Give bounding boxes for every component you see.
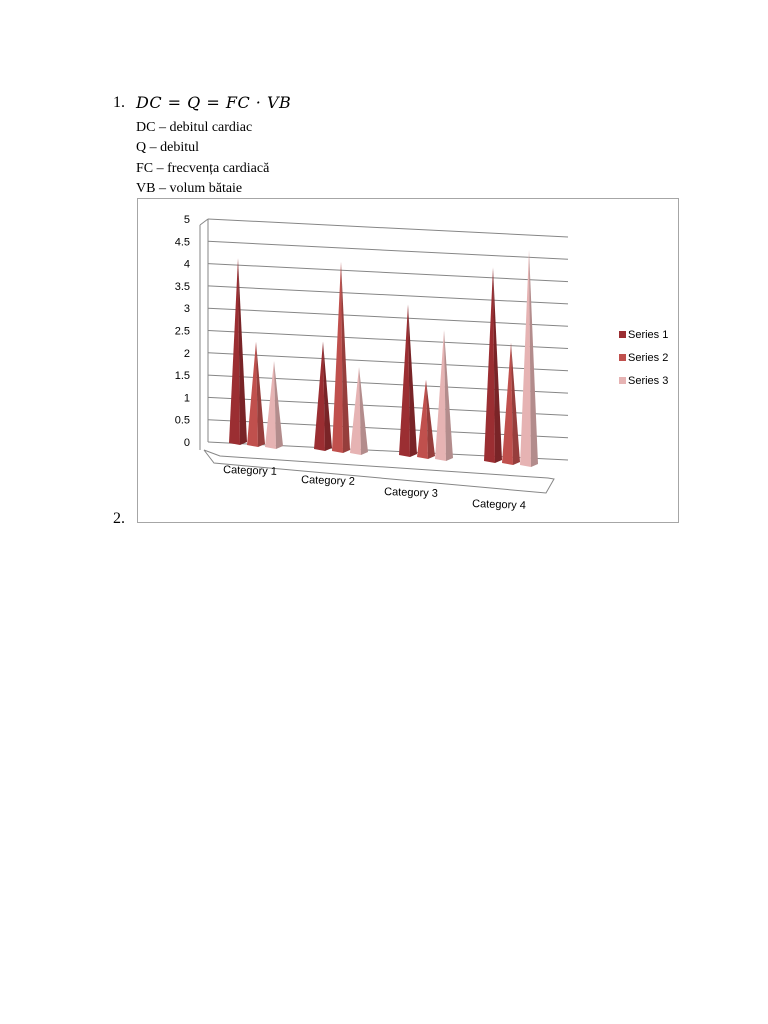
gridline	[207, 330, 569, 349]
pyramid-face-front	[229, 258, 240, 445]
legend-swatch	[619, 377, 626, 384]
category-label: Category 1	[223, 464, 277, 478]
pyramid-face-front	[332, 261, 343, 453]
gridline	[207, 218, 569, 238]
pyramid-mark	[265, 361, 283, 449]
y-tick-label: 5	[184, 214, 190, 226]
y-tick-label: 3	[184, 303, 190, 315]
y-axis-ticks: 0 0.5 1 1.5 2 2.5 3 3.5 4 4.5 5	[175, 214, 190, 449]
y-tick-label: 0	[184, 437, 190, 449]
x-axis-categories: Category 1 Category 2 Category 3 Category 4	[223, 464, 526, 512]
pyramid-face-front	[502, 342, 513, 465]
pyramid-face-front	[435, 330, 446, 461]
gridline	[207, 352, 569, 372]
pyramid-face-front	[247, 341, 258, 447]
pyramid-face-side	[444, 330, 453, 461]
y-tick-label: 2	[184, 348, 190, 360]
gridline	[207, 263, 569, 283]
pyramid-face-front	[265, 361, 276, 449]
y-tick-label: 0.5	[175, 415, 190, 427]
pyramid-face-side	[238, 258, 247, 445]
pyramid-face-side	[341, 261, 350, 453]
legend-label: Series 1	[628, 329, 668, 341]
pyramid-mark	[417, 379, 435, 459]
y-tick-label: 1.5	[175, 370, 190, 382]
pyramid-mark	[229, 258, 247, 445]
legend-label: Series 2	[628, 352, 668, 364]
pyramid-face-side	[511, 342, 520, 465]
pyramid-mark	[350, 367, 368, 455]
definition-dc: DC – debitul cardiac	[136, 120, 253, 135]
pyramid-mark	[399, 304, 417, 457]
category-label: Category 3	[384, 486, 438, 500]
pyramid-face-side	[408, 304, 417, 457]
pyramid-face-side	[493, 267, 502, 463]
pyramid-face-front	[314, 341, 325, 451]
pyramid-mark	[247, 341, 265, 447]
pyramid-mark	[314, 341, 332, 451]
definition-q: Q – debitul	[136, 140, 199, 156]
y-tick-label: 1	[184, 392, 190, 404]
pyramid-mark	[435, 330, 453, 461]
pyramid-mark	[484, 267, 502, 463]
pyramid-face-side	[274, 361, 283, 449]
chart-pyramids	[229, 250, 538, 467]
list-number-2: 2.	[113, 510, 125, 527]
pyramid-face-side	[323, 341, 332, 451]
pyramid-face-front	[350, 367, 361, 455]
y-tick-label: 4	[184, 259, 190, 271]
y-tick-label: 2.5	[175, 326, 190, 338]
definitions-list: DC – debitul cardiac Q – debitul FC – fr…	[136, 118, 269, 199]
pyramid-face-front	[399, 304, 410, 457]
definition-vb: VB – volum bătaie	[136, 180, 243, 196]
pyramid-chart: 0 0.5 1 1.5 2 2.5 3 3.5 4 4.5 5 Category 1 Category…	[137, 198, 679, 523]
gridline	[207, 240, 569, 260]
pyramid-mark	[332, 261, 350, 453]
legend-swatch	[619, 354, 626, 361]
pyramid-face-front	[417, 379, 428, 459]
cardiac-output-formula: DC = Q = FC · VB	[136, 93, 292, 112]
pyramid-face-side	[359, 367, 368, 455]
gridline	[207, 307, 569, 327]
chart-gridlines	[199, 218, 569, 494]
pyramid-mark	[520, 250, 538, 467]
legend-swatch	[619, 331, 626, 338]
category-label: Category 2	[301, 474, 355, 488]
chart-legend: Series 1 Series 2 Series 3	[619, 329, 668, 387]
gridline	[207, 285, 569, 305]
y-tick-label: 3.5	[175, 281, 190, 293]
pyramid-face-side	[256, 341, 265, 447]
chart-floor	[203, 449, 555, 494]
pyramid-face-side	[529, 250, 538, 467]
y-tick-label: 4.5	[175, 236, 190, 248]
side-wall-edge	[199, 218, 209, 226]
pyramid-mark	[502, 342, 520, 465]
category-label: Category 4	[472, 498, 526, 512]
legend-label: Series 3	[628, 375, 668, 387]
list-number-1: 1.	[113, 94, 125, 111]
chart-canvas: 00.511.522.533.544.55 Category 1Category…	[175, 214, 669, 512]
pyramid-face-front	[520, 250, 531, 467]
pyramid-face-side	[426, 379, 435, 459]
definition-fc: FC – frecvența cardiacă	[136, 160, 270, 176]
pyramid-face-front	[484, 267, 495, 463]
